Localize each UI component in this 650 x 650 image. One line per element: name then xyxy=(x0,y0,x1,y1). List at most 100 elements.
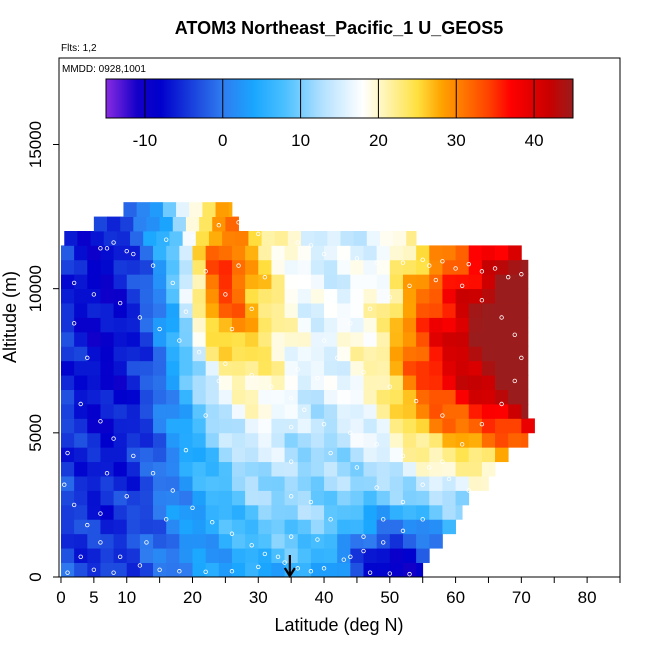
heatmap-cell xyxy=(468,447,483,463)
observation-point xyxy=(374,485,379,490)
heatmap-cell xyxy=(258,404,272,419)
heatmap-cell xyxy=(310,432,325,448)
heatmap-cell xyxy=(429,490,443,506)
heatmap-cell xyxy=(271,432,285,448)
heatmap-cell xyxy=(172,216,187,232)
heatmap-cell xyxy=(402,360,417,376)
heatmap-cell xyxy=(301,231,315,246)
plot-frame xyxy=(58,57,621,578)
heatmap-cell xyxy=(166,504,180,520)
heatmap-cell xyxy=(231,519,246,535)
heatmap-cell xyxy=(261,231,276,246)
heatmap-cell xyxy=(199,216,213,232)
heatmap-cell xyxy=(416,490,430,506)
heatmap-cell xyxy=(113,389,128,405)
heatmap-cell xyxy=(337,519,351,535)
observation-point xyxy=(65,450,70,456)
observation-point xyxy=(295,367,300,372)
heatmap-cell xyxy=(271,476,285,491)
heatmap-cell xyxy=(284,476,299,491)
heatmap-cell xyxy=(389,504,404,520)
observation-point xyxy=(262,274,268,280)
heatmap-cell xyxy=(153,288,167,304)
heatmap-cell xyxy=(126,447,141,463)
observation-point xyxy=(249,372,254,378)
heatmap-cell xyxy=(468,303,483,318)
heatmap-cell xyxy=(222,231,236,246)
heatmap-cell xyxy=(113,504,128,520)
observation-point xyxy=(229,326,235,332)
heatmap-cell xyxy=(113,418,128,434)
heatmap-cell xyxy=(113,562,128,577)
heatmap-cell xyxy=(468,476,483,491)
heatmap-cell xyxy=(429,461,443,477)
heatmap-cell xyxy=(442,303,456,318)
heatmap-cell xyxy=(271,490,285,506)
heatmap-cell xyxy=(245,548,259,563)
heatmap-cell xyxy=(271,519,285,535)
observation-point xyxy=(91,292,97,297)
heatmap-cell xyxy=(113,360,128,376)
heatmap-cell xyxy=(126,476,141,491)
heatmap-cell xyxy=(179,259,193,275)
heatmap-cell xyxy=(74,432,88,448)
heatmap-cell xyxy=(416,519,430,535)
heatmap-cell xyxy=(113,245,128,261)
heatmap-cell xyxy=(126,274,141,290)
heatmap-cell xyxy=(455,303,470,318)
heatmap-cell xyxy=(297,259,312,275)
heatmap-cell xyxy=(113,317,128,333)
observation-point xyxy=(295,566,300,571)
heatmap-cell xyxy=(350,519,364,535)
heatmap-cell xyxy=(324,533,338,549)
heatmap-cell xyxy=(416,346,430,362)
heatmap-cell xyxy=(126,288,141,304)
heatmap-cell xyxy=(205,533,220,549)
x-axis: 0 5 10 20 30 40 50 60 70 80 xyxy=(56,577,621,607)
heatmap-cell xyxy=(521,404,529,419)
observation-point xyxy=(236,220,241,225)
heatmap-cell xyxy=(481,317,496,333)
heatmap-cell xyxy=(324,432,338,448)
heatmap-cell xyxy=(100,303,114,318)
heatmap-cell xyxy=(100,404,114,419)
heatmap-cell xyxy=(205,303,220,318)
heatmap-cell xyxy=(442,447,456,463)
heatmap-cell xyxy=(324,360,338,376)
heatmap-cell xyxy=(218,476,233,491)
heatmap-cell xyxy=(284,375,299,390)
heatmap-cell xyxy=(74,476,88,491)
observation-point xyxy=(479,421,485,427)
observation-point xyxy=(111,240,116,245)
heatmap-cell xyxy=(87,259,101,275)
heatmap-cell xyxy=(284,288,299,304)
heatmap-cell xyxy=(429,418,443,434)
heatmap-cell xyxy=(363,533,378,549)
heatmap-cell xyxy=(228,202,233,217)
heatmap-cell xyxy=(74,346,88,362)
heatmap-cell xyxy=(324,418,338,434)
heatmap-cell xyxy=(182,231,197,246)
heatmap-cell xyxy=(442,404,456,419)
heatmap-cell xyxy=(271,548,285,563)
heatmap-cell xyxy=(77,231,91,246)
heatmap-cell xyxy=(442,389,456,405)
heatmap-cell xyxy=(100,331,114,347)
observation-point xyxy=(308,569,314,574)
heatmap-cell xyxy=(107,216,121,232)
heatmap-cell xyxy=(350,346,364,362)
heatmap-cell xyxy=(192,548,207,563)
heatmap-cell xyxy=(271,360,285,376)
heatmap-cell xyxy=(416,404,430,419)
heatmap-cell xyxy=(130,231,144,246)
heatmap-cell xyxy=(231,375,246,390)
heatmap-cell xyxy=(159,216,174,232)
heatmap-cell xyxy=(245,259,259,275)
heatmap-cell xyxy=(100,490,114,506)
heatmap-cell xyxy=(363,418,378,434)
heatmap-cell xyxy=(376,375,391,390)
heatmap-cell xyxy=(508,404,522,419)
y-axis: 0 5000 10000 15000 xyxy=(26,121,59,582)
observation-point xyxy=(85,355,90,361)
heatmap-cell xyxy=(297,346,312,362)
